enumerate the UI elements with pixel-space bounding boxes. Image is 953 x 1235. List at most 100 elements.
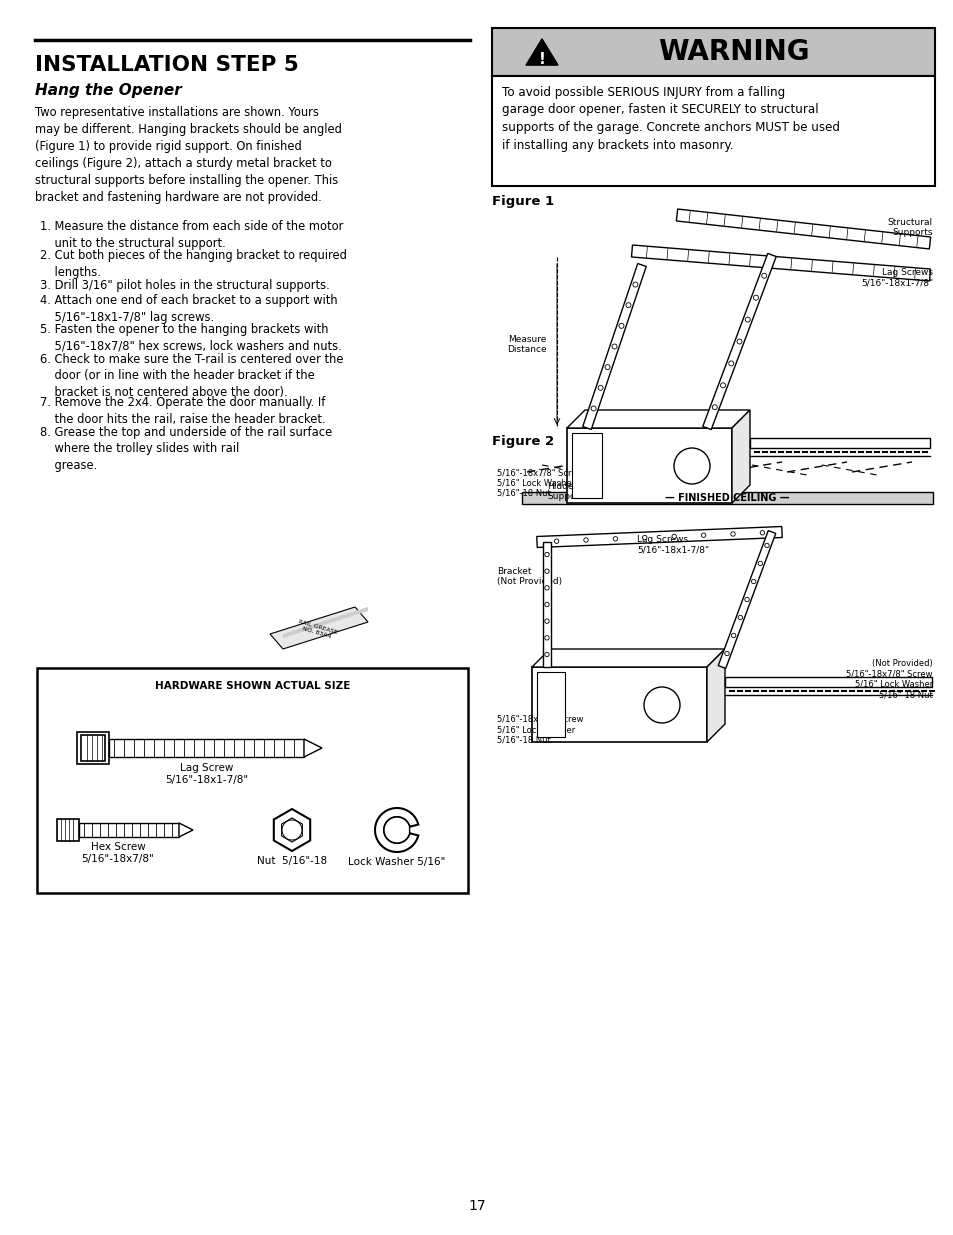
Circle shape xyxy=(724,651,728,656)
Circle shape xyxy=(764,543,768,547)
Bar xyxy=(521,492,932,504)
Polygon shape xyxy=(283,606,368,638)
Circle shape xyxy=(632,282,638,287)
Text: 8. Grease the top and underside of the rail surface
    where the trolley slides: 8. Grease the top and underside of the r… xyxy=(40,426,332,472)
Polygon shape xyxy=(731,410,749,503)
Polygon shape xyxy=(542,542,551,667)
Polygon shape xyxy=(702,253,776,430)
Circle shape xyxy=(720,383,725,388)
Polygon shape xyxy=(676,209,930,249)
Circle shape xyxy=(642,536,646,540)
Bar xyxy=(37,668,468,893)
Circle shape xyxy=(737,338,741,345)
Text: 6. Check to make sure the T-rail is centered over the
    door (or in line with : 6. Check to make sure the T-rail is cent… xyxy=(40,353,343,399)
Circle shape xyxy=(753,295,758,300)
Bar xyxy=(492,28,934,77)
Circle shape xyxy=(731,634,735,637)
Polygon shape xyxy=(274,809,310,851)
Circle shape xyxy=(612,345,617,350)
Text: Bracket
(Not Provided): Bracket (Not Provided) xyxy=(497,567,561,587)
Bar xyxy=(724,677,931,687)
Polygon shape xyxy=(282,820,302,840)
Polygon shape xyxy=(631,245,929,282)
Circle shape xyxy=(730,532,735,536)
Text: Lock Washer 5/16": Lock Washer 5/16" xyxy=(348,857,445,867)
Polygon shape xyxy=(270,606,368,650)
Polygon shape xyxy=(281,818,302,842)
Text: Hidden
Support: Hidden Support xyxy=(546,482,582,501)
Polygon shape xyxy=(566,410,749,429)
Text: WARNING: WARNING xyxy=(657,38,808,65)
Circle shape xyxy=(673,448,709,484)
Polygon shape xyxy=(718,531,775,668)
Circle shape xyxy=(544,585,549,590)
Circle shape xyxy=(728,361,733,366)
Bar xyxy=(57,819,79,841)
Circle shape xyxy=(613,536,617,541)
Text: Hang the Opener: Hang the Opener xyxy=(35,83,182,98)
Text: RAIL GREASE
NO. 83A4: RAIL GREASE NO. 83A4 xyxy=(295,619,337,641)
Circle shape xyxy=(591,406,596,411)
Text: — FINISHED CEILING —: — FINISHED CEILING — xyxy=(664,493,789,503)
Text: (Not Provided)
5/16"-18x7/8" Screw
5/16" Lock Washer
5/16"-18 Nut: (Not Provided) 5/16"-18x7/8" Screw 5/16"… xyxy=(845,659,932,699)
Polygon shape xyxy=(525,38,558,65)
Bar xyxy=(109,739,304,757)
Bar xyxy=(77,732,109,764)
Bar xyxy=(81,735,105,761)
Circle shape xyxy=(760,531,763,535)
Circle shape xyxy=(744,317,749,322)
Circle shape xyxy=(544,603,549,606)
Text: Figure 1: Figure 1 xyxy=(492,195,554,207)
Text: 5/16"-18x7/8" Screw
5/16" Lock Washer
5/16"-18 Nut: 5/16"-18x7/8" Screw 5/16" Lock Washer 5/… xyxy=(497,468,583,498)
Text: Figure 2: Figure 2 xyxy=(492,435,554,448)
Text: 5/16"-18x7/8" Screw
5/16" Lock Washer
5/16"-18 Nut: 5/16"-18x7/8" Screw 5/16" Lock Washer 5/… xyxy=(497,715,583,745)
Circle shape xyxy=(583,537,588,542)
Text: Two representative installations are shown. Yours
may be different. Hanging brac: Two representative installations are sho… xyxy=(35,106,341,204)
Text: Hex Screw
5/16"-18x7/8": Hex Screw 5/16"-18x7/8" xyxy=(82,842,154,863)
Circle shape xyxy=(618,324,623,329)
Circle shape xyxy=(554,538,558,543)
Text: Nut  5/16"-18: Nut 5/16"-18 xyxy=(256,856,327,866)
Bar xyxy=(572,433,601,498)
Circle shape xyxy=(700,534,705,537)
Circle shape xyxy=(625,303,630,308)
Text: !: ! xyxy=(538,53,545,68)
Text: 7. Remove the 2x4. Operate the door manually. If
    the door hits the rail, rai: 7. Remove the 2x4. Operate the door manu… xyxy=(40,396,325,426)
Text: 1. Measure the distance from each side of the motor
    unit to the structural s: 1. Measure the distance from each side o… xyxy=(40,220,343,249)
Bar xyxy=(532,667,706,742)
Polygon shape xyxy=(582,263,645,430)
Circle shape xyxy=(544,619,549,624)
Text: Lag Screw
5/16"-18x1-7/8": Lag Screw 5/16"-18x1-7/8" xyxy=(165,763,248,784)
Polygon shape xyxy=(179,823,193,837)
Circle shape xyxy=(760,273,766,278)
Circle shape xyxy=(671,535,676,538)
Polygon shape xyxy=(706,650,724,742)
Circle shape xyxy=(544,552,549,557)
Bar xyxy=(537,672,564,737)
Circle shape xyxy=(643,687,679,722)
Bar xyxy=(749,438,929,448)
Text: Measure
Distance: Measure Distance xyxy=(507,335,546,354)
Text: 3. Drill 3/16" pilot holes in the structural supports.: 3. Drill 3/16" pilot holes in the struct… xyxy=(40,279,330,291)
Polygon shape xyxy=(532,650,724,667)
Text: Lag Screws
5/16"-18x1-7/8": Lag Screws 5/16"-18x1-7/8" xyxy=(637,535,708,555)
Circle shape xyxy=(738,615,741,620)
Polygon shape xyxy=(384,818,409,844)
Circle shape xyxy=(758,561,761,566)
Bar xyxy=(79,823,179,837)
Text: Lag Screws
5/16"-18x1-7/8": Lag Screws 5/16"-18x1-7/8" xyxy=(860,268,932,288)
Text: 5. Fasten the opener to the hanging brackets with
    5/16"-18x7/8" hex screws, : 5. Fasten the opener to the hanging brac… xyxy=(40,324,341,353)
Text: Structural
Supports: Structural Supports xyxy=(887,219,932,237)
Polygon shape xyxy=(304,739,322,757)
Circle shape xyxy=(751,579,755,584)
Text: 17: 17 xyxy=(468,1199,485,1213)
Polygon shape xyxy=(537,526,781,547)
Circle shape xyxy=(544,652,549,657)
Text: 4. Attach one end of each bracket to a support with
    5/16"-18x1-7/8" lag scre: 4. Attach one end of each bracket to a s… xyxy=(40,294,337,324)
Bar xyxy=(492,77,934,186)
Circle shape xyxy=(544,569,549,573)
Bar xyxy=(566,429,731,503)
Text: HARDWARE SHOWN ACTUAL SIZE: HARDWARE SHOWN ACTUAL SIZE xyxy=(154,680,350,692)
Circle shape xyxy=(604,364,609,369)
Text: 2. Cut both pieces of the hanging bracket to required
    lengths.: 2. Cut both pieces of the hanging bracke… xyxy=(40,249,347,279)
